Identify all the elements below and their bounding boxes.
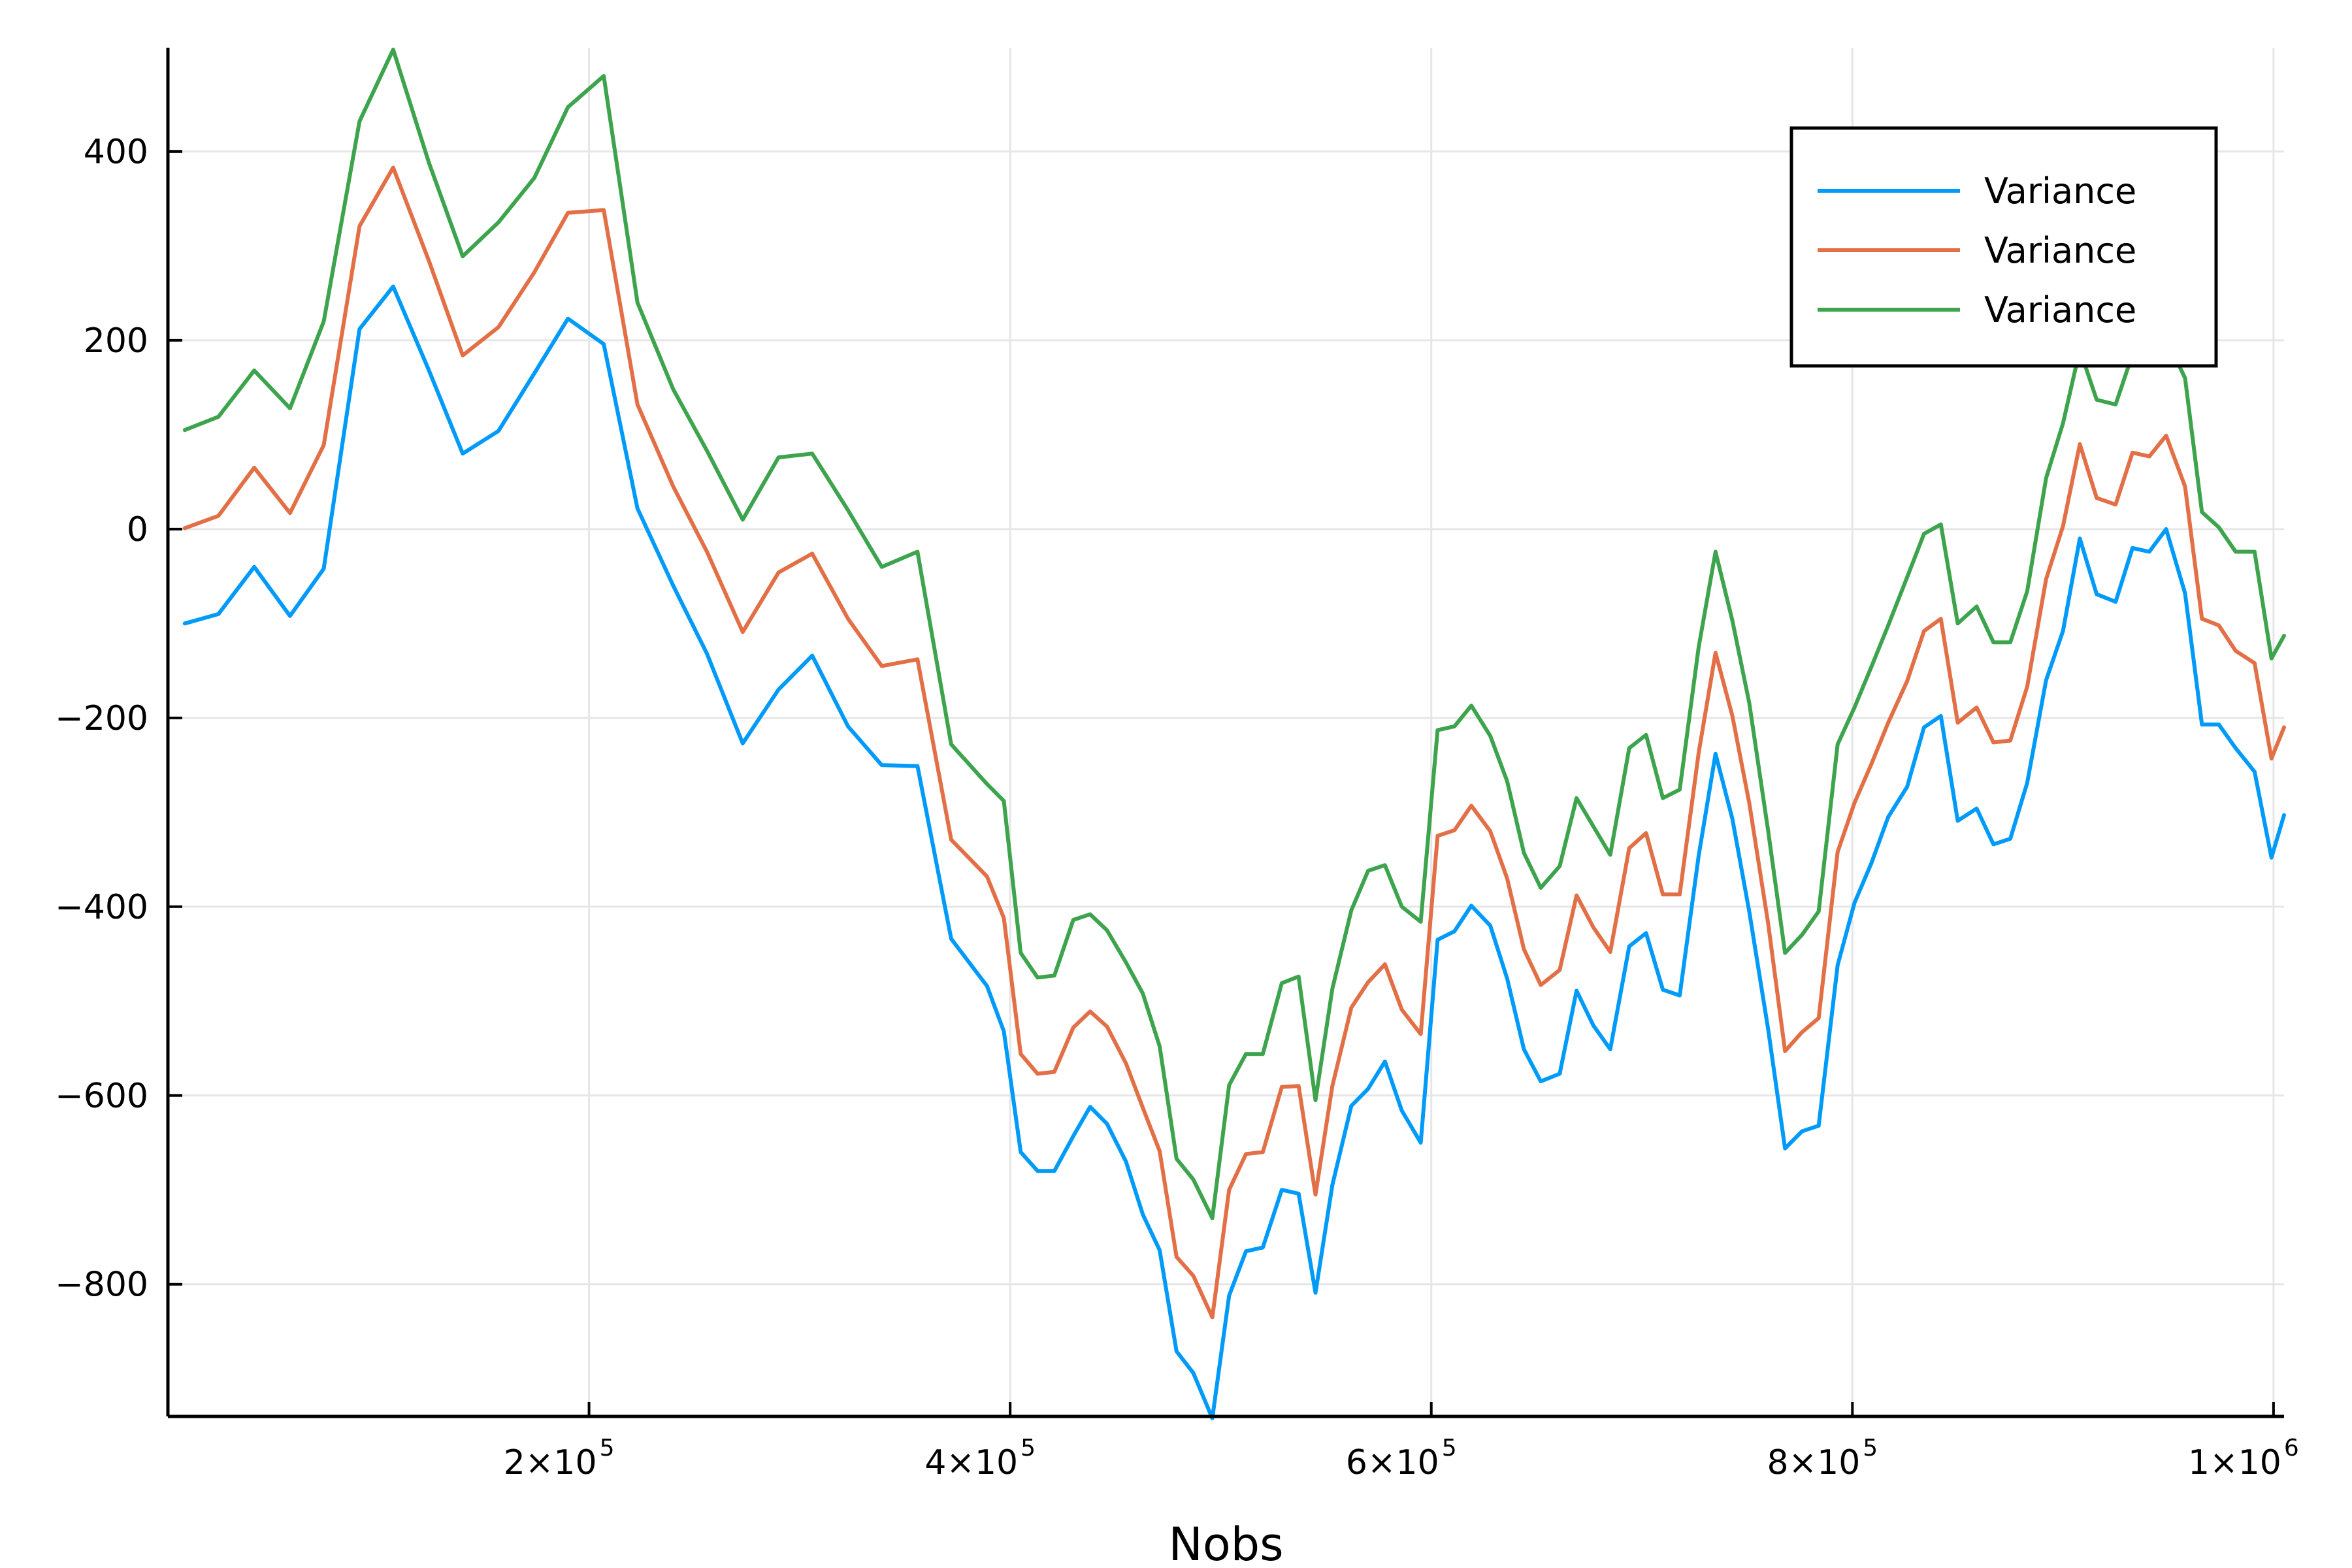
y-tick-label: −200 <box>55 699 148 738</box>
x-tick-label: 4×10 <box>924 1443 1018 1482</box>
x-tick-label: 6×10 <box>1346 1443 1439 1482</box>
series-line-1 <box>182 284 2286 1420</box>
series-layer <box>182 47 2286 1420</box>
x-tick-label: 8×10 <box>1767 1443 1860 1482</box>
y-tick-label: 200 <box>84 321 148 361</box>
axes <box>166 48 2284 1418</box>
legend: Variance Variance Variance <box>1789 126 2218 368</box>
series-line-3 <box>182 47 2286 1220</box>
x-axis-title: Nobs <box>1168 1518 1283 1568</box>
x-tick-exponent: 5 <box>1442 1435 1457 1462</box>
x-tick-exponent: 5 <box>1863 1435 1878 1462</box>
legend-box <box>1789 126 2218 368</box>
x-tick-exponent: 6 <box>2284 1435 2299 1462</box>
series-line-2 <box>182 165 2286 1320</box>
y-tick-label: 0 <box>127 510 148 549</box>
x-tick-exponent: 5 <box>600 1435 615 1462</box>
y-tick-label: −800 <box>55 1266 148 1305</box>
legend-label: Variance <box>1984 230 2136 271</box>
x-tick-label: 1×10 <box>2188 1443 2281 1482</box>
y-tick-label: 400 <box>84 133 148 172</box>
x-tick-label: 2×10 <box>504 1443 597 1482</box>
y-tick-label: −400 <box>55 888 148 927</box>
legend-label: Variance <box>1984 289 2136 331</box>
legend-label: Variance <box>1984 171 2136 212</box>
y-tick-label: −600 <box>55 1077 148 1116</box>
x-tick-exponent: 5 <box>1021 1435 1036 1462</box>
grid-lines <box>168 48 2284 1416</box>
